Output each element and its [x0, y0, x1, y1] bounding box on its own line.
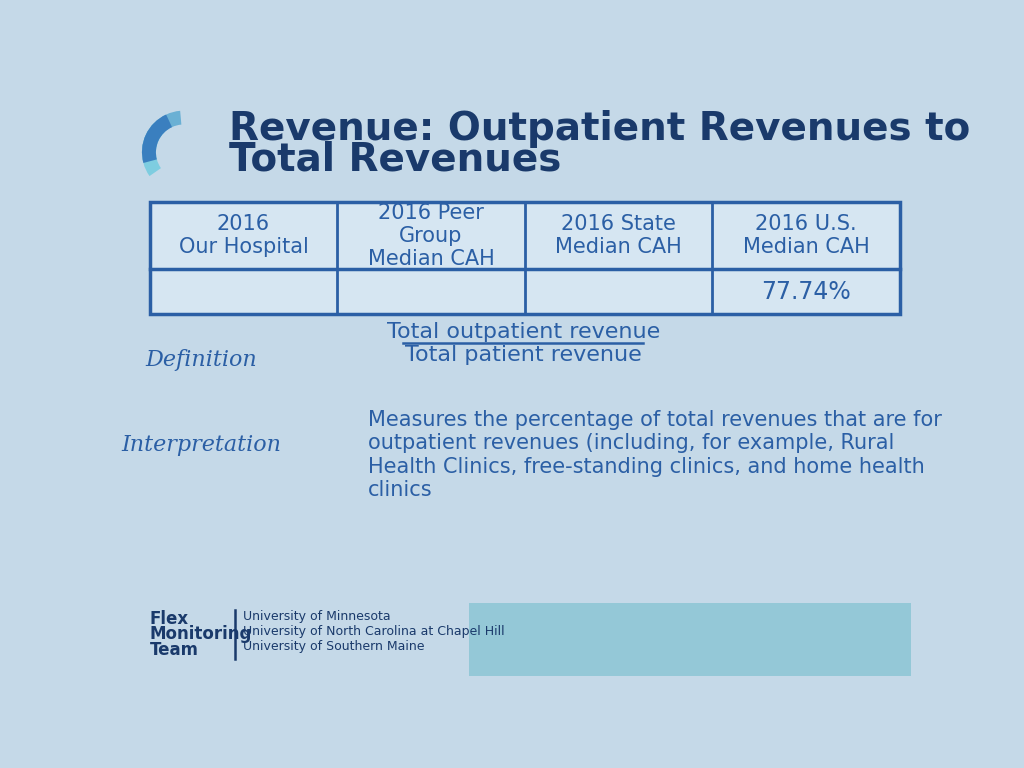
- Text: Interpretation: Interpretation: [122, 434, 282, 456]
- Wedge shape: [142, 114, 172, 163]
- Text: Revenue: Outpatient Revenues to: Revenue: Outpatient Revenues to: [228, 110, 970, 148]
- Text: Monitoring: Monitoring: [150, 625, 252, 644]
- Wedge shape: [142, 111, 181, 150]
- Text: 2016 U.S.
Median CAH: 2016 U.S. Median CAH: [742, 214, 869, 257]
- Text: Total patient revenue: Total patient revenue: [404, 345, 642, 365]
- Text: 2016
Our Hospital: 2016 Our Hospital: [178, 214, 308, 257]
- Wedge shape: [142, 123, 164, 176]
- Text: Definition: Definition: [145, 349, 257, 371]
- Text: 77.74%: 77.74%: [761, 280, 851, 303]
- Text: 2016 State
Median CAH: 2016 State Median CAH: [555, 214, 682, 257]
- FancyBboxPatch shape: [469, 603, 910, 676]
- Text: Measures the percentage of total revenues that are for
outpatient revenues (incl: Measures the percentage of total revenue…: [369, 410, 942, 500]
- Text: Total outpatient revenue: Total outpatient revenue: [387, 322, 659, 342]
- Text: Total Revenues: Total Revenues: [228, 141, 561, 179]
- Text: Team: Team: [150, 641, 199, 659]
- FancyBboxPatch shape: [150, 202, 900, 314]
- Text: Flex: Flex: [150, 610, 188, 628]
- Text: 2016 Peer
Group
Median CAH: 2016 Peer Group Median CAH: [368, 203, 495, 269]
- Text: University of Minnesota
University of North Carolina at Chapel Hill
University o: University of Minnesota University of No…: [243, 610, 505, 653]
